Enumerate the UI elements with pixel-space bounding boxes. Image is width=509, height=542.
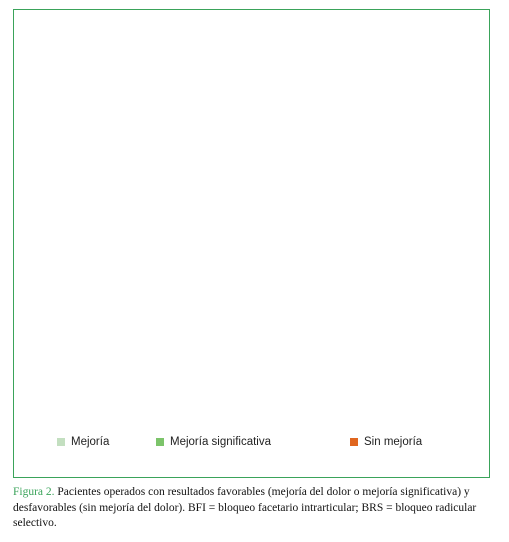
- caption-label: Figura 2.: [13, 486, 55, 498]
- legend-label-sin-mejoria: Sin mejoría: [364, 436, 423, 448]
- figure-caption: Figura 2. Pacientes operados con resulta…: [13, 485, 503, 532]
- legend-item-sin-mejoria: Sin mejoría: [350, 436, 422, 448]
- legend-item-mejoria-significativa: Mejoría significativa: [156, 436, 271, 448]
- legend-item-mejoria: Mejoría: [57, 436, 109, 448]
- legend-label-mejoria: Mejoría: [71, 436, 110, 448]
- legend-swatch-mejoria: [57, 438, 65, 446]
- figure-frame: [13, 9, 490, 478]
- legend-swatch-sin-mejoria: [350, 438, 358, 446]
- caption-text: Pacientes operados con resultados favora…: [13, 486, 477, 529]
- legend-swatch-mejoria-significativa: [156, 438, 164, 446]
- legend-label-mejoria-significativa: Mejoría significativa: [170, 436, 271, 448]
